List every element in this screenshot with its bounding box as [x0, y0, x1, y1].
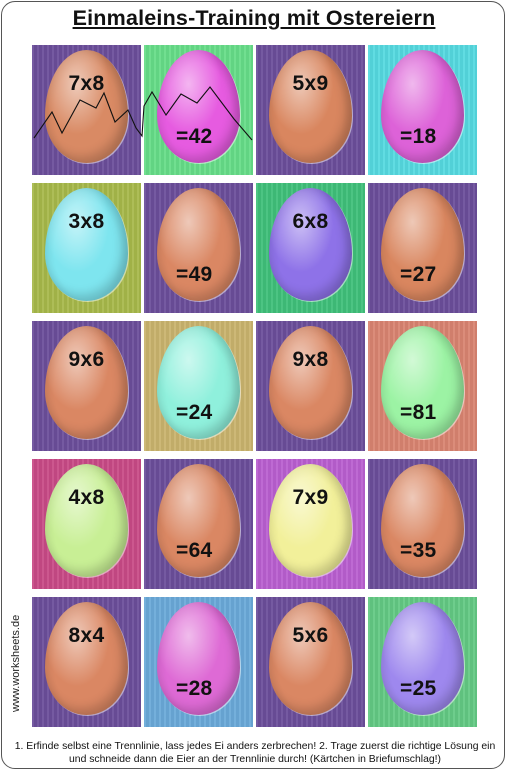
egg-icon	[157, 188, 240, 301]
egg-card-grid: 7x8 =42 5x9 =18 3x8 =49 6x8 =27 9x6 =24 …	[32, 45, 477, 727]
card-label: =49	[176, 263, 213, 286]
egg-card: 5x9	[256, 45, 365, 175]
egg-card: =49	[144, 183, 253, 313]
egg-icon	[157, 464, 240, 577]
page-title: Einmaleins-Training mit Ostereiern	[72, 6, 436, 30]
egg-card: =81	[368, 321, 477, 451]
egg-card: 7x9	[256, 459, 365, 589]
egg-card: 6x8	[256, 183, 365, 313]
egg-card: 5x6	[256, 597, 365, 727]
egg-card: 3x8	[32, 183, 141, 313]
egg-card: 4x8	[32, 459, 141, 589]
egg-card: 9x8	[256, 321, 365, 451]
egg-icon	[269, 188, 352, 301]
card-label: =25	[400, 677, 437, 700]
egg-card: =28	[144, 597, 253, 727]
egg-icon	[381, 188, 464, 301]
card-label: 8x4	[68, 624, 105, 647]
egg-icon	[45, 602, 128, 715]
card-label: 5x6	[292, 624, 329, 647]
card-label: =64	[176, 539, 213, 562]
egg-icon	[157, 326, 240, 439]
egg-card: =27	[368, 183, 477, 313]
card-label: =28	[176, 677, 213, 700]
egg-icon	[269, 50, 352, 163]
egg-icon	[381, 464, 464, 577]
egg-icon	[45, 326, 128, 439]
card-label: =27	[400, 263, 437, 286]
egg-card: =35	[368, 459, 477, 589]
egg-icon	[269, 464, 352, 577]
card-label: 7x8	[68, 72, 105, 95]
instructions-text: 1. Erfinde selbst eine Trennlinie, lass …	[14, 741, 496, 765]
card-label: 4x8	[68, 486, 105, 509]
watermark: www.worksheets.de	[10, 614, 22, 712]
egg-card: 7x8	[32, 45, 141, 175]
card-label: =18	[400, 125, 437, 148]
egg-card: =64	[144, 459, 253, 589]
egg-icon	[381, 326, 464, 439]
egg-icon	[45, 188, 128, 301]
card-label: 6x8	[292, 210, 329, 233]
card-label: 7x9	[292, 486, 329, 509]
egg-icon	[45, 50, 128, 163]
card-label: 3x8	[68, 210, 105, 233]
egg-icon	[269, 602, 352, 715]
card-label: 9x6	[68, 348, 105, 371]
egg-card: =25	[368, 597, 477, 727]
egg-icon	[381, 602, 464, 715]
egg-card: =24	[144, 321, 253, 451]
card-label: =35	[400, 539, 437, 562]
egg-icon	[157, 602, 240, 715]
egg-icon	[269, 326, 352, 439]
egg-icon	[381, 50, 464, 163]
card-label: 5x9	[292, 72, 329, 95]
egg-card: 8x4	[32, 597, 141, 727]
card-label: 9x8	[292, 348, 329, 371]
egg-card: 9x6	[32, 321, 141, 451]
card-label: =24	[176, 401, 213, 424]
egg-card: =42	[144, 45, 253, 175]
egg-icon	[45, 464, 128, 577]
card-label: =42	[176, 125, 213, 148]
egg-card: =18	[368, 45, 477, 175]
card-label: =81	[400, 401, 437, 424]
